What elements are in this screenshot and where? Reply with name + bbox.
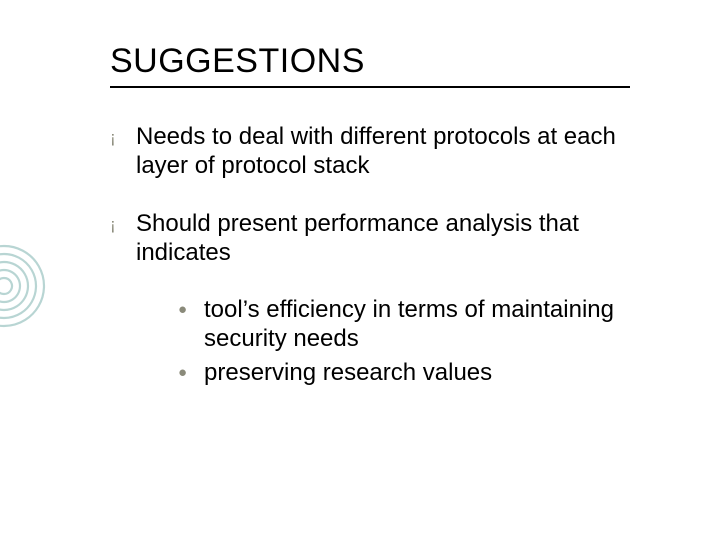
disc-bullet-icon: ●	[178, 358, 204, 382]
bullet-text: preserving research values	[204, 358, 650, 387]
decorative-swirl-icon	[0, 236, 54, 336]
slide: SUGGESTIONS ¡ Needs to deal with differe…	[0, 0, 720, 540]
bullet-level1: ¡ Should present performance analysis th…	[110, 209, 650, 268]
slide-title: SUGGESTIONS	[110, 42, 365, 81]
disc-bullet-icon: ●	[178, 295, 204, 319]
bullet-level2: ● tool’s efficiency in terms of maintain…	[178, 295, 650, 354]
slide-body: ¡ Needs to deal with different protocols…	[110, 122, 650, 391]
sub-bullet-group: ● tool’s efficiency in terms of maintain…	[178, 295, 650, 387]
bullet-text: Needs to deal with different protocols a…	[136, 122, 650, 181]
circle-bullet-icon: ¡	[110, 209, 136, 236]
title-underline	[110, 86, 630, 88]
bullet-text: Should present performance analysis that…	[136, 209, 650, 268]
bullet-level2: ● preserving research values	[178, 358, 650, 387]
bullet-level1: ¡ Needs to deal with different protocols…	[110, 122, 650, 181]
bullet-text: tool’s efficiency in terms of maintainin…	[204, 295, 650, 354]
circle-bullet-icon: ¡	[110, 122, 136, 149]
